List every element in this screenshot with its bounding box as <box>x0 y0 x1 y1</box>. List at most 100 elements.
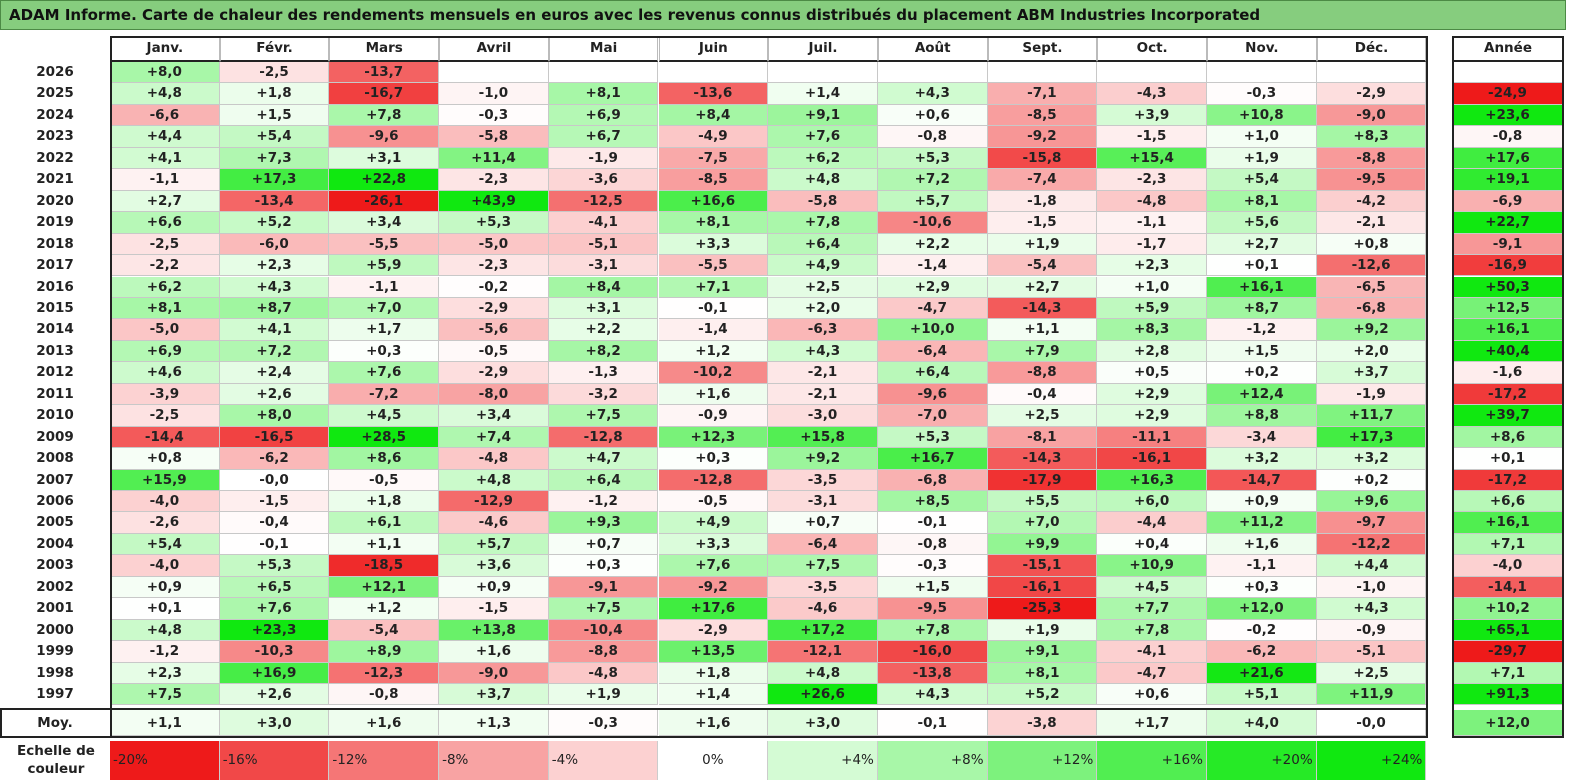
heatmap-cell: -14,3 <box>987 448 1098 470</box>
heatmap-cell: -0,1 <box>877 512 988 534</box>
heatmap-cell: +2,9 <box>877 276 988 298</box>
heatmap-cell: -9,0 <box>1316 104 1427 127</box>
heatmap-cell: +0,3 <box>1207 576 1317 599</box>
heatmap-cell: -7,5 <box>658 147 769 170</box>
annual-cell: +0,1 <box>1452 448 1564 470</box>
year-label: 1999 <box>36 643 74 660</box>
heatmap-cell: +1,1 <box>987 319 1098 341</box>
heatmap-cell: +2,4 <box>219 362 330 384</box>
heatmap-cell: +8,3 <box>1097 319 1207 341</box>
color-scale-swatch: +8% <box>877 741 988 780</box>
heatmap-cell: +11,9 <box>1316 684 1427 706</box>
heatmap-cell <box>658 62 769 84</box>
heatmap-cell: +6,9 <box>110 340 220 363</box>
year-label: 2026 <box>36 64 74 80</box>
heatmap-cell: +3,7 <box>1316 362 1427 384</box>
heatmap-cell: -2,9 <box>1316 83 1427 105</box>
heatmap-cell: -4,9 <box>658 126 769 148</box>
heatmap-cell: +7,6 <box>658 555 769 577</box>
heatmap-cell: +7,2 <box>219 340 330 363</box>
heatmap-cell: -8,0 <box>439 383 549 406</box>
heatmap-cell: +4,5 <box>1097 576 1207 599</box>
year-label: 2024 <box>36 106 74 123</box>
heatmap-cell: -14,3 <box>987 297 1098 320</box>
heatmap-cell: +16,7 <box>877 448 988 470</box>
heatmap-cell: +8,2 <box>548 340 659 363</box>
heatmap-cell: +5,4 <box>219 126 330 148</box>
heatmap-cell: +3,9 <box>1097 104 1207 127</box>
year-label: 2001 <box>36 600 74 617</box>
heatmap-cell: +11,2 <box>1207 512 1317 534</box>
heatmap-cell: -5,5 <box>658 255 769 277</box>
year-label: 2003 <box>36 557 74 574</box>
heatmap-cell: -1,5 <box>987 212 1098 234</box>
heatmap-cell: -9,1 <box>548 576 659 599</box>
heatmap-cell: +8,4 <box>548 276 659 298</box>
month-header: Août <box>877 36 988 62</box>
heatmap-cell: -4,3 <box>1097 83 1207 105</box>
heatmap-cell: -2,1 <box>768 383 878 406</box>
heatmap-cell: +1,8 <box>329 491 440 513</box>
heatmap-cell: +0,3 <box>658 448 769 470</box>
heatmap-cell: +1,9 <box>987 619 1098 642</box>
heatmap-cell: -1,2 <box>1207 319 1317 341</box>
heatmap-cell: -6,6 <box>110 104 220 127</box>
heatmap-cell: +3,4 <box>439 405 549 427</box>
year-label: 1997 <box>36 686 74 703</box>
heatmap-cell: -15,8 <box>987 147 1098 170</box>
heatmap-cell: -1,4 <box>877 255 988 277</box>
heatmap-cell: +4,3 <box>768 340 878 363</box>
year-label: 2014 <box>36 321 74 338</box>
heatmap-cell: -7,2 <box>329 383 440 406</box>
heatmap-cell: +1,2 <box>329 598 440 620</box>
heatmap-cell: -1,9 <box>1316 383 1427 406</box>
annual-cell: -29,7 <box>1452 641 1564 663</box>
annual-cell: -6,9 <box>1452 190 1564 213</box>
heatmap-cell: -0,1 <box>219 533 330 556</box>
annual-cell: +39,7 <box>1452 405 1564 427</box>
heatmap-cell: -12,5 <box>548 190 659 213</box>
heatmap-cell: +0,3 <box>329 340 440 363</box>
heatmap-cell: +2,8 <box>1097 340 1207 363</box>
heatmap-cell: -5,6 <box>439 319 549 341</box>
year-label: 2017 <box>36 257 74 274</box>
average-cell: -0,3 <box>548 709 659 736</box>
heatmap-cell: +3,6 <box>439 555 549 577</box>
annual-cell: +19,1 <box>1452 169 1564 191</box>
heatmap-cell: -9,7 <box>1316 512 1427 534</box>
heatmap-cell: +2,0 <box>1316 340 1427 363</box>
heatmap-cell: +4,8 <box>768 662 878 685</box>
year-label: 2009 <box>36 428 74 445</box>
annual-cell: +7,1 <box>1452 662 1564 685</box>
heatmap-cell: -10,6 <box>877 212 988 234</box>
heatmap-cell: -3,4 <box>1207 426 1317 449</box>
heatmap-cell <box>439 62 549 84</box>
heatmap-cell: -1,5 <box>1097 126 1207 148</box>
heatmap-cell: +5,1 <box>1207 684 1317 706</box>
heatmap-cell: -9,5 <box>1316 169 1427 191</box>
heatmap-cell: +3,3 <box>658 233 769 256</box>
color-scale-swatch: -16% <box>219 741 330 780</box>
heatmap-cell: +1,6 <box>658 383 769 406</box>
month-header: Mars <box>329 36 440 62</box>
heatmap-cell: -5,5 <box>329 233 440 256</box>
year-label: 2012 <box>36 364 74 381</box>
heatmap-cell: +10,9 <box>1097 555 1207 577</box>
heatmap-cell: -0,9 <box>658 405 769 427</box>
heatmap-cell: +11,7 <box>1316 405 1427 427</box>
month-header: Juin <box>658 36 769 62</box>
heatmap-cell: -2,6 <box>110 512 220 534</box>
heatmap-cell: +6,7 <box>548 126 659 148</box>
heatmap-cell: +5,7 <box>877 190 988 213</box>
heatmap-cell: -1,3 <box>548 362 659 384</box>
heatmap-cell: +5,9 <box>329 255 440 277</box>
heatmap-cell: -4,8 <box>1097 190 1207 213</box>
annual-cell: -16,9 <box>1452 255 1564 277</box>
heatmap-cell: +2,7 <box>987 276 1098 298</box>
heatmap-cell: +8,3 <box>1316 126 1427 148</box>
heatmap-cell: +3,3 <box>658 533 769 556</box>
heatmap-cell: +3,2 <box>1207 448 1317 470</box>
heatmap-cell: -10,4 <box>548 619 659 642</box>
heatmap-cell: +7,0 <box>329 297 440 320</box>
heatmap-cell: -8,1 <box>987 426 1098 449</box>
